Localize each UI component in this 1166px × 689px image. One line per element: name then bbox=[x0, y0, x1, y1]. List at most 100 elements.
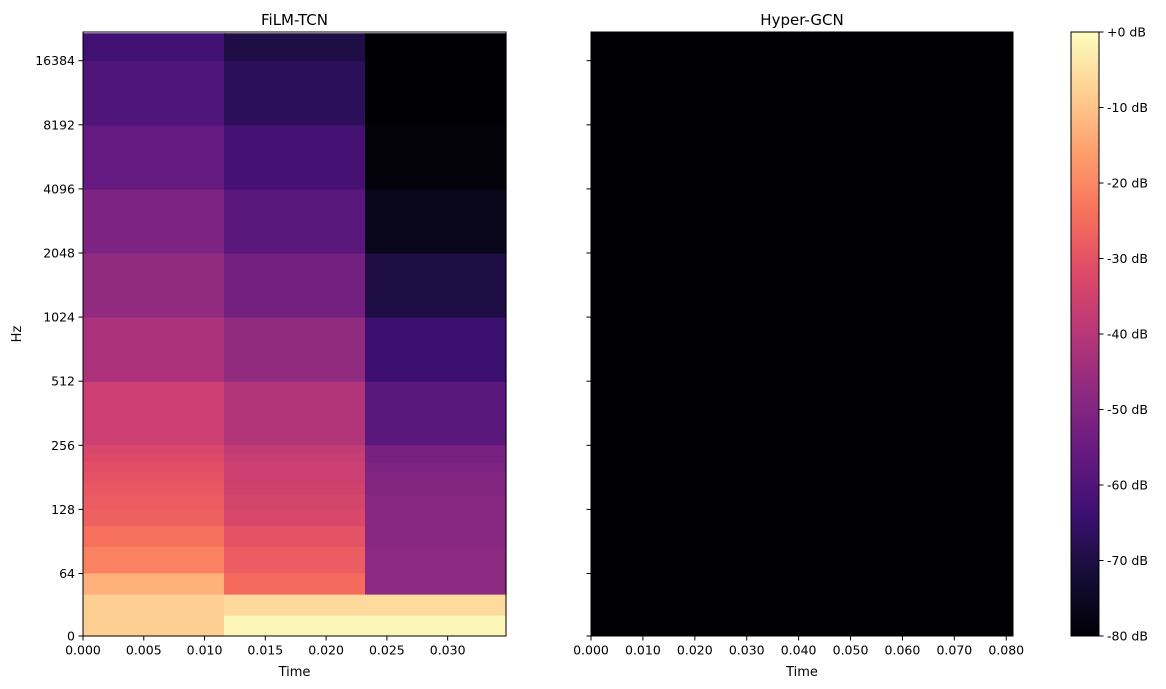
x-tick-label: 0.080 bbox=[988, 643, 1024, 658]
spectrogram-cell bbox=[224, 444, 366, 454]
x-tick-label: 0.040 bbox=[781, 643, 817, 658]
spectrogram-cell bbox=[365, 594, 507, 616]
spectrogram-cell bbox=[224, 60, 366, 126]
spectrogram-cell bbox=[83, 317, 225, 382]
spectrogram-cell bbox=[224, 572, 366, 595]
colorbar-tick-label: -60 dB bbox=[1107, 478, 1148, 493]
spectrogram-cell bbox=[83, 594, 225, 616]
y-tick-label: 256 bbox=[51, 438, 75, 453]
spectrogram-cell bbox=[365, 381, 507, 446]
hyper-gcn-y-ticks bbox=[586, 60, 591, 637]
colorbar-tick-label: +0 dB bbox=[1107, 25, 1146, 40]
x-tick-label: 0.050 bbox=[833, 643, 869, 658]
x-tick-label: 0.025 bbox=[369, 643, 405, 658]
spectrogram-cell bbox=[224, 546, 366, 574]
spectrogram-cell bbox=[365, 452, 507, 463]
spectrogram-cell bbox=[224, 33, 366, 62]
spectrogram-cell bbox=[224, 508, 366, 527]
spectrogram-cell bbox=[224, 124, 366, 190]
spectrogram-cell bbox=[83, 508, 225, 527]
x-tick-label: 0.010 bbox=[187, 643, 223, 658]
spectrogram-cell bbox=[83, 381, 225, 446]
hyper-gcn-title: Hyper-GCN bbox=[760, 11, 843, 29]
spectrogram-cell bbox=[83, 452, 225, 463]
spectrogram-cell bbox=[224, 594, 366, 616]
spectrogram-cell bbox=[83, 253, 225, 318]
spectrogram-cell bbox=[365, 33, 507, 62]
spectrogram-cell bbox=[83, 494, 225, 510]
colorbar-tick-label: -20 dB bbox=[1107, 176, 1148, 191]
colorbar-tick-label: -30 dB bbox=[1107, 251, 1148, 266]
spectrogram-cell bbox=[365, 124, 507, 190]
spectrogram-cell bbox=[365, 482, 507, 496]
y-axis-label: Hz bbox=[10, 326, 25, 343]
y-tick-label: 1024 bbox=[43, 310, 75, 325]
x-tick-label: 0.020 bbox=[308, 643, 344, 658]
spectrogram-cell bbox=[224, 381, 366, 446]
film-tcn-frame bbox=[82, 31, 507, 637]
spectrogram-cell bbox=[365, 60, 507, 126]
x-tick-label: 0.030 bbox=[729, 643, 765, 658]
y-tick-label: 512 bbox=[51, 374, 75, 389]
y-tick-label: 2048 bbox=[43, 246, 75, 261]
spectrogram-cell bbox=[83, 444, 225, 454]
x-tick-label: 0.015 bbox=[247, 643, 283, 658]
spectrogram-cell bbox=[224, 317, 366, 382]
spectrogram-cell bbox=[224, 452, 366, 463]
x-tick-label: 0.070 bbox=[936, 643, 972, 658]
spectrogram-cell bbox=[365, 572, 507, 595]
film-tcn-y-ticks: 0 64 128 256 512 1024 2048 4096 8192 16384 bbox=[35, 53, 83, 644]
spectrogram-cell bbox=[365, 525, 507, 547]
colorbar-tick-label: -70 dB bbox=[1107, 553, 1148, 568]
spectrogram-cell bbox=[83, 60, 225, 126]
y-tick-label: 128 bbox=[51, 502, 75, 517]
spectrogram-cell bbox=[224, 461, 366, 472]
spectrogram-cell bbox=[83, 615, 225, 637]
hyper-gcn-x-axis-label: Time bbox=[785, 665, 818, 680]
spectrogram-cell bbox=[224, 253, 366, 318]
film-tcn-cells bbox=[83, 33, 507, 637]
spectrogram-cell bbox=[365, 253, 507, 318]
film-tcn-spectrogram: 0.000 0.005 0.010 0.015 0.020 0.025 0.030 0 64 1… bbox=[10, 11, 507, 680]
spectrogram-cell bbox=[83, 546, 225, 574]
x-tick-label: 0.060 bbox=[885, 643, 921, 658]
spectrogram-cell bbox=[365, 461, 507, 472]
hyper-gcn-cells bbox=[591, 32, 1013, 636]
x-tick-label: 0.005 bbox=[126, 643, 162, 658]
y-tick-label: 0 bbox=[67, 629, 75, 644]
y-tick-label: 8192 bbox=[43, 117, 75, 132]
spectrogram-cell bbox=[83, 471, 225, 483]
spectrogram-cell bbox=[365, 494, 507, 510]
hyper-gcn-frame bbox=[590, 31, 1014, 637]
colorbar-tick-label: -10 dB bbox=[1107, 100, 1148, 115]
y-tick-label: 4096 bbox=[43, 181, 75, 196]
spectrogram-cell bbox=[83, 33, 225, 62]
hyper-gcn-spectrogram: 0.000 0.010 0.020 0.030 0.040 0.050 0.060 0.070… bbox=[573, 11, 1024, 680]
spectrogram-cell bbox=[365, 471, 507, 483]
colorbar-tick-label: -50 dB bbox=[1107, 402, 1148, 417]
film-tcn-title: FiLM-TCN bbox=[261, 11, 328, 29]
spectrogram-cell bbox=[365, 188, 507, 254]
spectrogram-cell bbox=[224, 494, 366, 510]
spectrogram-cell bbox=[83, 188, 225, 254]
colorbar: +0 dB -10 dB -20 dB -30 dB -40 dB -50 dB -60 d… bbox=[1070, 25, 1148, 644]
spectrogram-cell bbox=[365, 317, 507, 382]
spectrogram-cell bbox=[365, 508, 507, 527]
hyper-gcn-x-ticks: 0.000 0.010 0.020 0.030 0.040 0.050 0.060 0.070… bbox=[573, 636, 1024, 658]
spectrogram-cell bbox=[224, 188, 366, 254]
y-tick-label: 16384 bbox=[35, 53, 75, 68]
spectrogram-cell bbox=[224, 471, 366, 483]
spectrogram-cell bbox=[83, 124, 225, 190]
y-tick-label: 64 bbox=[59, 566, 75, 581]
x-tick-label: 0.030 bbox=[430, 643, 466, 658]
spectrogram-cell bbox=[224, 525, 366, 547]
spectrogram-cell bbox=[83, 525, 225, 547]
film-tcn-x-axis-label: Time bbox=[278, 665, 311, 680]
x-tick-label: 0.020 bbox=[677, 643, 713, 658]
spectrogram-cell bbox=[365, 444, 507, 454]
x-tick-label: 0.000 bbox=[65, 643, 101, 658]
colorbar-tick-label: -80 dB bbox=[1107, 629, 1148, 644]
spectrogram-cell bbox=[224, 615, 366, 637]
spectrogram-cell bbox=[83, 572, 225, 595]
